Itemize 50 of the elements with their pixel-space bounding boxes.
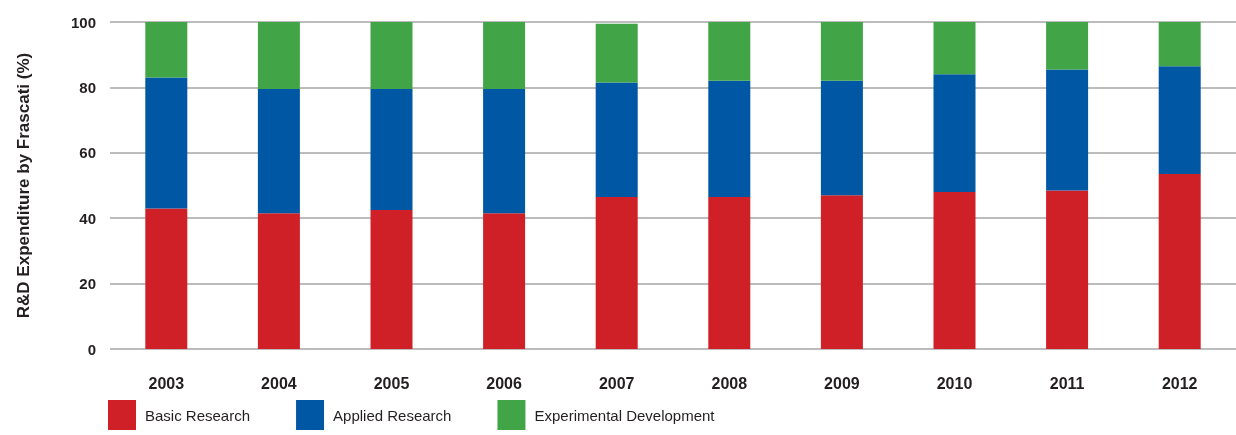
bar bbox=[1046, 22, 1089, 70]
x-tick-label: 2009 bbox=[824, 374, 860, 392]
bar bbox=[820, 22, 863, 81]
bar bbox=[483, 213, 526, 349]
bar bbox=[933, 74, 976, 193]
bar bbox=[257, 213, 300, 349]
bar bbox=[370, 89, 413, 211]
y-tick-label: 0 bbox=[87, 340, 96, 358]
bar bbox=[1158, 22, 1201, 67]
y-tick-label: 40 bbox=[79, 209, 96, 227]
bar bbox=[1046, 69, 1089, 191]
x-tick-label: 2004 bbox=[261, 374, 297, 392]
x-tick-label: 2010 bbox=[936, 374, 973, 392]
x-tick-label: 2008 bbox=[711, 374, 748, 392]
bar bbox=[820, 80, 863, 196]
x-tick-label: 2011 bbox=[1049, 374, 1085, 392]
x-tick-label: 2012 bbox=[1161, 374, 1198, 392]
bar bbox=[595, 82, 638, 197]
y-tick-label: 80 bbox=[79, 78, 96, 96]
bar bbox=[933, 22, 976, 75]
bar bbox=[820, 195, 863, 349]
bar bbox=[1046, 190, 1089, 349]
y-axis-title: R&D Expenditure by Frascati (%) bbox=[14, 52, 33, 319]
bar bbox=[483, 89, 526, 214]
bar bbox=[1158, 174, 1201, 349]
bar bbox=[708, 22, 751, 81]
bar bbox=[483, 22, 526, 90]
bar bbox=[370, 22, 413, 90]
y-tick-label: 20 bbox=[79, 275, 96, 293]
bar bbox=[595, 196, 638, 349]
bar bbox=[708, 196, 751, 349]
bar bbox=[257, 89, 300, 214]
legend-label: Experimental Development bbox=[534, 406, 716, 424]
bar bbox=[145, 208, 188, 349]
legend-label: Basic Research bbox=[145, 406, 251, 424]
x-tick-label: 2007 bbox=[598, 374, 635, 392]
y-tick-label: 60 bbox=[79, 144, 96, 162]
bar bbox=[595, 23, 638, 83]
y-tick-label: 100 bbox=[70, 13, 96, 31]
legend-label: Applied Research bbox=[333, 406, 452, 424]
x-tick-label: 2005 bbox=[373, 374, 410, 392]
bar bbox=[145, 22, 188, 78]
x-tick-label: 2006 bbox=[486, 374, 522, 392]
bar bbox=[370, 210, 413, 349]
bar bbox=[1158, 66, 1201, 175]
bar bbox=[145, 77, 188, 209]
bar bbox=[708, 80, 751, 197]
bar bbox=[933, 192, 976, 349]
bar bbox=[257, 22, 300, 90]
x-tick-label: 2003 bbox=[148, 374, 185, 392]
